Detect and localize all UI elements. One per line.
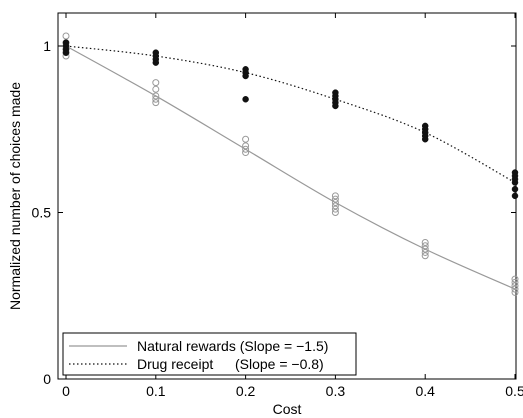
drug-receipt-point (332, 102, 339, 110)
legend-label-drug-receipt: Drug receipt (137, 356, 213, 372)
plot-area: 0 0.1 0.2 0.3 0.4 0.5 00.51 (32, 12, 523, 399)
drug-receipt-point (242, 72, 249, 80)
y-axis-label: Normalized number of choices made (7, 82, 23, 310)
natural-rewards-point (331, 195, 339, 203)
x-tick-label: 0.1 (146, 383, 166, 399)
natural-rewards-point (152, 92, 160, 100)
natural-rewards-point (331, 199, 339, 207)
x-tick-label: 0.4 (415, 383, 435, 399)
natural-rewards-point (242, 145, 250, 153)
natural-rewards-point (331, 209, 339, 216)
natural-rewards-point (331, 205, 339, 213)
y-tick-label: 0 (43, 371, 51, 387)
natural-rewards-point (152, 79, 160, 87)
x-axis-ticks: 0 0.1 0.2 0.3 0.4 0.5 (62, 13, 523, 399)
y-tick-label: 0.5 (32, 205, 52, 221)
natural-rewards-point (421, 252, 429, 260)
y-axis-ticks: 00.51 (32, 38, 516, 387)
drug-receipt-point (242, 96, 249, 103)
natural-rewards-point (242, 135, 250, 143)
data-markers (62, 32, 519, 296)
legend: Natural rewards (Slope = −1.5) Drug rece… (62, 332, 357, 376)
natural-rewards-point (242, 149, 250, 157)
natural-rewards-point (421, 248, 429, 256)
natural-rewards-point (331, 202, 339, 210)
fit-line-natural-rewards (65, 45, 516, 290)
natural-rewards-point (62, 32, 70, 40)
natural-rewards-point (511, 282, 519, 290)
fit-lines (65, 45, 516, 290)
y-tick-label: 1 (43, 38, 51, 54)
natural-rewards-point (511, 278, 519, 286)
natural-rewards-point (152, 95, 160, 103)
x-axis-label: Cost (273, 401, 302, 417)
fit-line-drug-receipt (65, 45, 516, 184)
natural-rewards-point (511, 288, 519, 296)
natural-rewards-point (421, 238, 429, 246)
drug-receipt-point (62, 49, 70, 56)
drug-receipt-point (511, 192, 519, 200)
legend-box (62, 332, 357, 376)
natural-rewards-point (421, 242, 429, 250)
natural-rewards-point (152, 99, 160, 107)
natural-rewards-point (511, 285, 519, 293)
drug-receipt-point (511, 185, 519, 193)
legend-label-natural-rewards: Natural rewards (Slope = −1.5) (137, 338, 328, 354)
natural-rewards-point (331, 192, 339, 200)
axes-box (57, 12, 517, 380)
x-tick-label: 0 (62, 383, 70, 399)
x-tick-label: 0.2 (236, 383, 256, 399)
drug-receipt-point (421, 135, 429, 143)
legend-slope-drug-receipt: (Slope = −0.8) (235, 356, 324, 372)
natural-rewards-point (421, 245, 429, 253)
natural-rewards-point (152, 85, 160, 93)
x-tick-label: 0.3 (326, 383, 346, 399)
natural-rewards-point (511, 275, 519, 283)
drug-receipt-point (152, 59, 160, 66)
drug-receipt-point (511, 179, 519, 186)
natural-rewards-point (242, 142, 250, 150)
x-tick-label: 0.5 (505, 383, 523, 399)
